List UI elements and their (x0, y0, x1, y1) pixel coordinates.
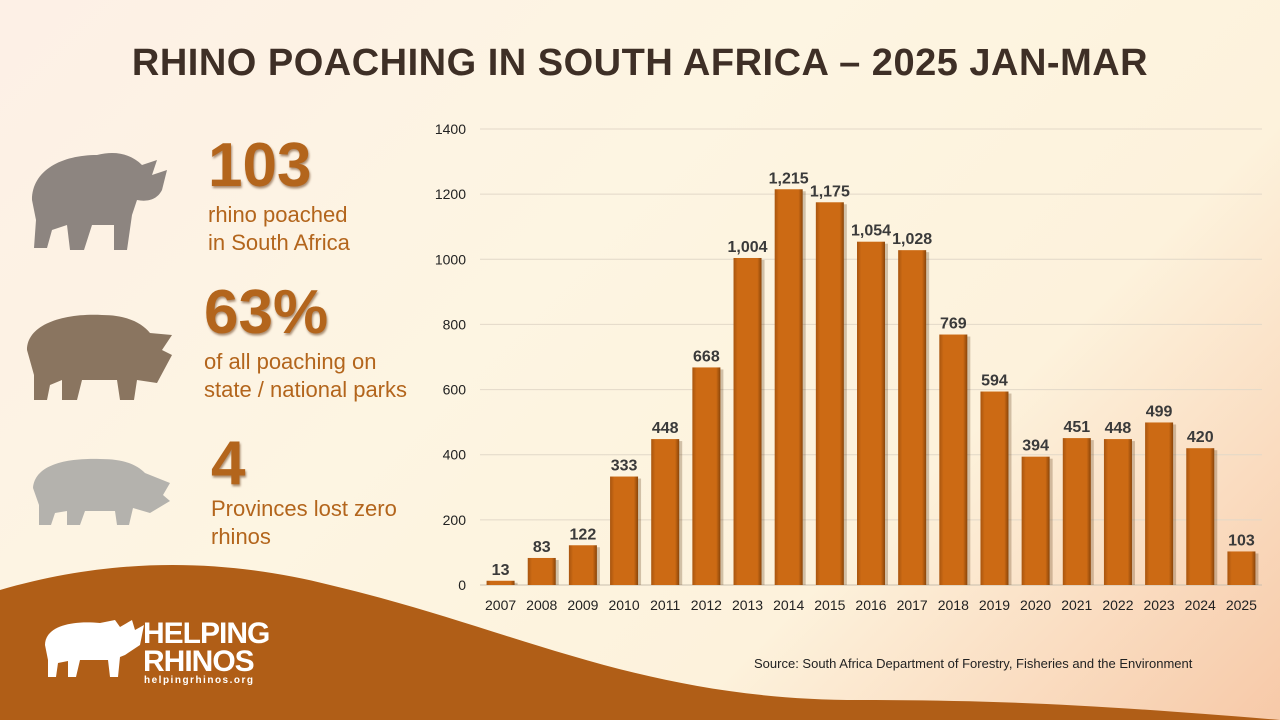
x-tick-label: 2024 (1185, 597, 1216, 613)
data-label: 122 (570, 526, 597, 543)
data-label: 668 (693, 348, 720, 365)
stat-line: Provinces lost zero (211, 496, 397, 521)
data-label: 83 (533, 539, 551, 556)
source-note: Source: South Africa Department of Fores… (754, 656, 1193, 671)
y-tick-label: 200 (443, 512, 467, 528)
x-tick-label: 2014 (773, 597, 804, 613)
data-label: 1,175 (810, 183, 850, 200)
logo-line2: RHINOS (143, 645, 255, 678)
x-tick-label: 2008 (526, 597, 557, 613)
stat-line: rhinos (211, 524, 271, 549)
logo-text: HELPING RHINOS (143, 617, 270, 678)
x-tick-label: 2007 (485, 597, 516, 613)
stat-percentage: 63% of all poaching on state / national … (204, 282, 407, 404)
white-rhino-image (27, 314, 172, 400)
y-tick-label: 1400 (435, 121, 466, 137)
black-rhino-image (32, 153, 167, 250)
bar (651, 439, 680, 585)
stat-value: 103 (208, 131, 312, 200)
x-tick-label: 2009 (567, 597, 598, 613)
data-label: 594 (981, 373, 1008, 390)
bar (774, 189, 803, 585)
y-tick-label: 600 (443, 382, 467, 398)
x-tick-label: 2020 (1020, 597, 1051, 613)
bar (1021, 456, 1050, 585)
data-label: 499 (1146, 403, 1173, 420)
bar (527, 557, 556, 585)
bar (568, 545, 597, 585)
bar (939, 334, 968, 585)
data-label: 1,215 (769, 170, 809, 187)
data-label: 333 (611, 458, 638, 475)
y-tick-label: 0 (458, 577, 466, 593)
bar (1227, 551, 1256, 585)
stat-provinces: 4 Provinces lost zero rhinos (211, 433, 397, 551)
x-tick-label: 2013 (732, 597, 763, 613)
x-tick-label: 2025 (1226, 597, 1257, 613)
bar (692, 367, 721, 585)
helping-rhinos-logo[interactable]: HELPING RHINOS helpingrhinos.org (40, 615, 270, 686)
data-label: 1,028 (892, 231, 932, 248)
x-tick-label: 2021 (1061, 597, 1092, 613)
data-label: 1,054 (851, 223, 891, 240)
data-label: 13 (492, 562, 510, 579)
bar (1062, 438, 1091, 585)
bar (980, 391, 1009, 585)
logo-url: helpingrhinos.org (144, 675, 255, 686)
data-label: 769 (940, 316, 967, 333)
stat-line: of all poaching on (204, 349, 377, 374)
x-tick-label: 2012 (691, 597, 722, 613)
x-tick-label: 2015 (814, 597, 845, 613)
data-label: 448 (652, 420, 679, 437)
y-tick-label: 1000 (435, 251, 466, 267)
southern-white-rhino-image (33, 458, 170, 525)
data-label: 103 (1228, 532, 1255, 549)
rhino-logo-icon (45, 620, 144, 677)
x-tick-label: 2011 (650, 597, 680, 613)
stat-poached: 103 rhino poached in South Africa (208, 135, 350, 257)
x-tick-label: 2023 (1144, 597, 1175, 613)
stat-value: 4 (211, 429, 246, 498)
page-title: RHINO POACHING IN SOUTH AFRICA – 2025 JA… (131, 42, 1149, 84)
stat-line: in South Africa (208, 230, 350, 255)
data-label: 394 (1022, 438, 1049, 455)
data-label: 451 (1063, 419, 1090, 436)
x-tick-label: 2016 (855, 597, 886, 613)
x-tick-label: 2017 (897, 597, 928, 613)
bar (857, 241, 885, 585)
x-tick-label: 2022 (1102, 597, 1133, 613)
y-tick-label: 800 (443, 316, 467, 332)
x-tick-label: 2018 (938, 597, 969, 613)
logo-line1: HELPING (143, 617, 270, 650)
y-tick-label: 1200 (435, 186, 466, 202)
bar (898, 250, 927, 585)
data-label: 448 (1105, 420, 1132, 437)
stat-line: rhino poached (208, 202, 348, 227)
bar (1145, 422, 1174, 585)
bar (733, 257, 762, 585)
bar (486, 580, 515, 585)
x-tick-label: 2010 (608, 597, 639, 613)
x-tick-label: 2019 (979, 597, 1010, 613)
stat-value: 63% (204, 278, 329, 347)
bar (1186, 448, 1215, 585)
bar (815, 202, 844, 586)
bar (1103, 439, 1132, 585)
data-label: 1,004 (728, 239, 768, 256)
y-tick-label: 400 (443, 447, 467, 463)
stat-line: state / national parks (204, 377, 408, 402)
bar (610, 476, 639, 585)
data-label: 420 (1187, 429, 1214, 446)
